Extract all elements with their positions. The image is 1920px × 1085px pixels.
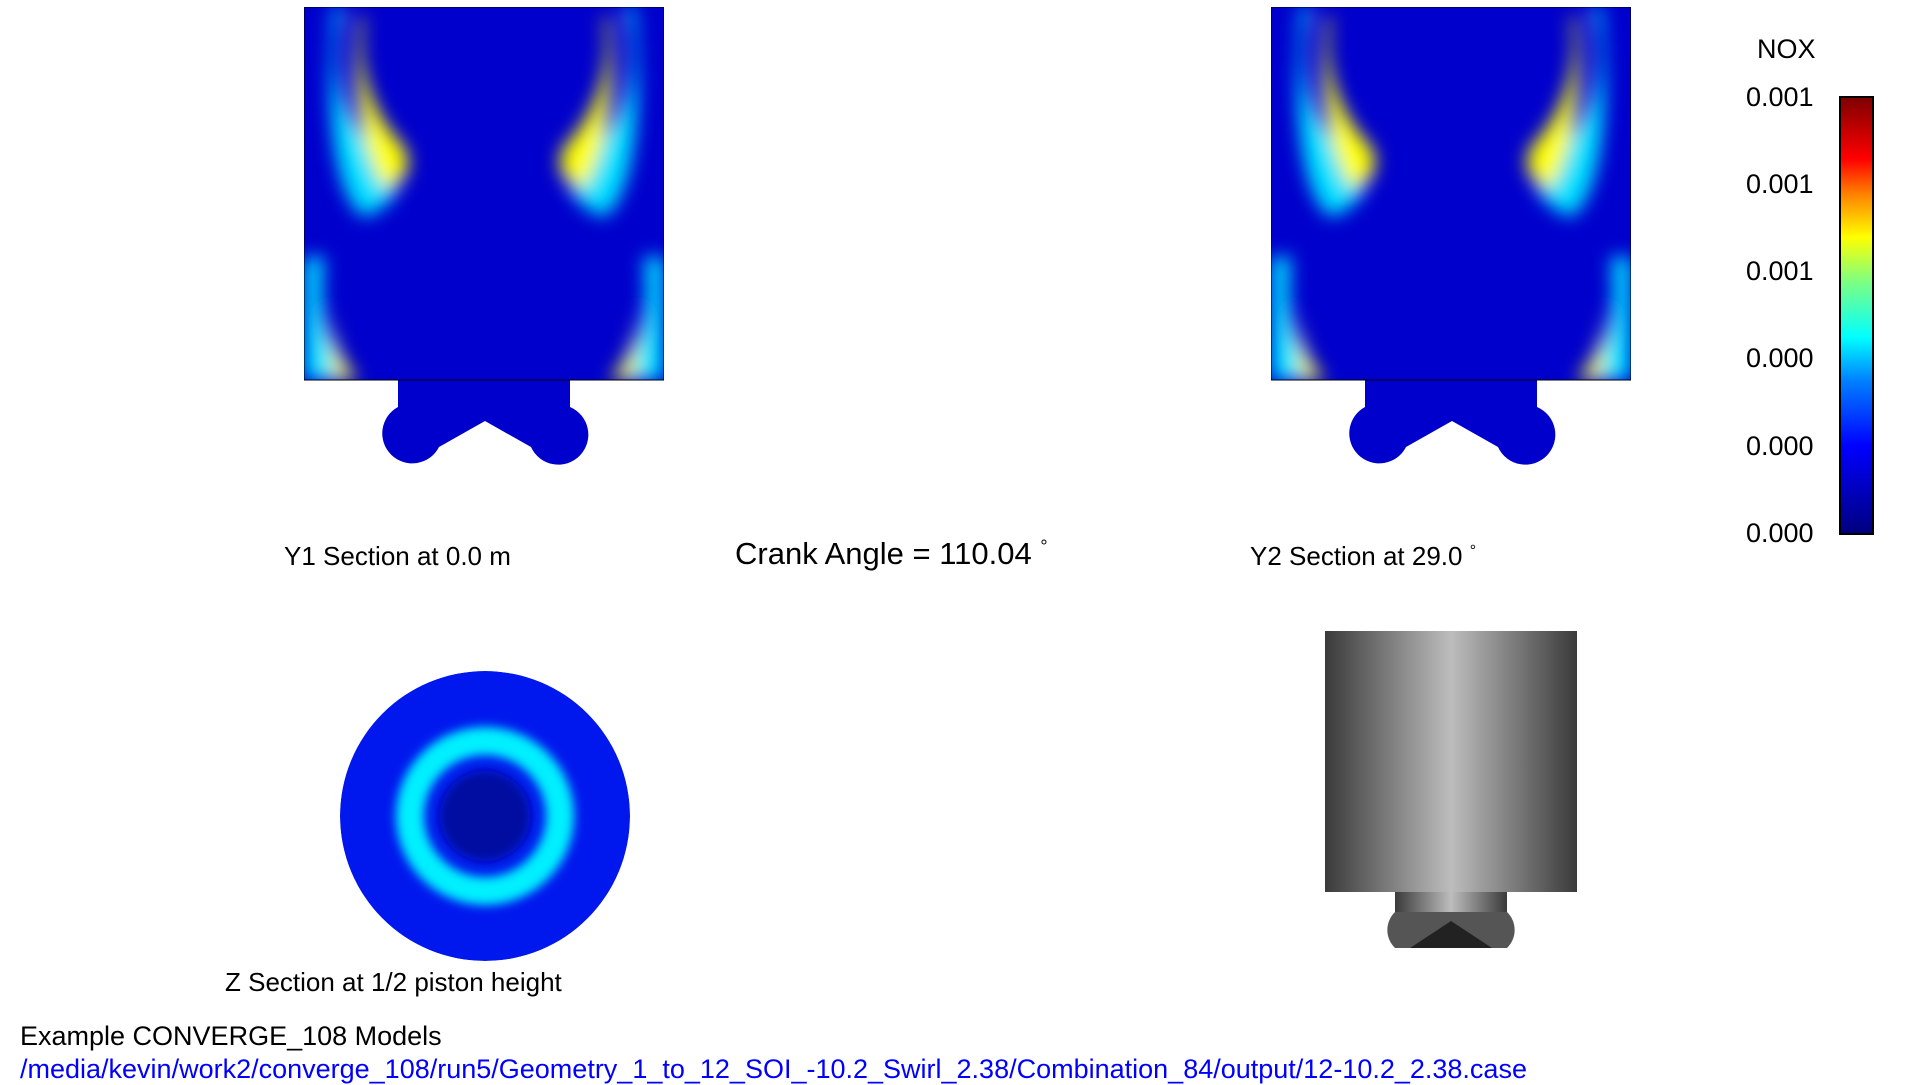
y2-section-plot <box>1271 7 1631 467</box>
y2-section-text: Y2 Section at 29.0 <box>1250 541 1463 571</box>
case-file-path[interactable]: /media/kevin/work2/converge_108/run5/Geo… <box>20 1054 1527 1084</box>
crank-angle-label: Crank Angle = 110.04 ° <box>735 536 1048 572</box>
legend-tick: 0.000 <box>1746 431 1814 461</box>
colorbar <box>1839 96 1874 535</box>
y1-section-label: Y1 Section at 0.0 m <box>284 541 511 571</box>
y1-section-plot <box>304 7 664 467</box>
legend-tick: 0.000 <box>1746 343 1814 373</box>
legend-tick: 0.001 <box>1746 169 1814 199</box>
z-section-plot <box>340 671 630 961</box>
legend-tick: 0.000 <box>1746 518 1814 548</box>
z-section-label: Z Section at 1/2 piston height <box>225 967 562 997</box>
footer-title: Example CONVERGE_108 Models <box>20 1021 442 1051</box>
crank-angle-value: Crank Angle = 110.04 <box>735 536 1032 571</box>
legend-title: NOX <box>1757 34 1816 64</box>
legend-tick: 0.001 <box>1746 82 1814 112</box>
legend-tick: 0.001 <box>1746 256 1814 286</box>
piston-3d-view <box>1325 631 1577 948</box>
degree-symbol: ° <box>1040 536 1048 557</box>
y2-section-label: Y2 Section at 29.0 ° <box>1250 541 1476 572</box>
degree-symbol: ° <box>1469 542 1477 560</box>
